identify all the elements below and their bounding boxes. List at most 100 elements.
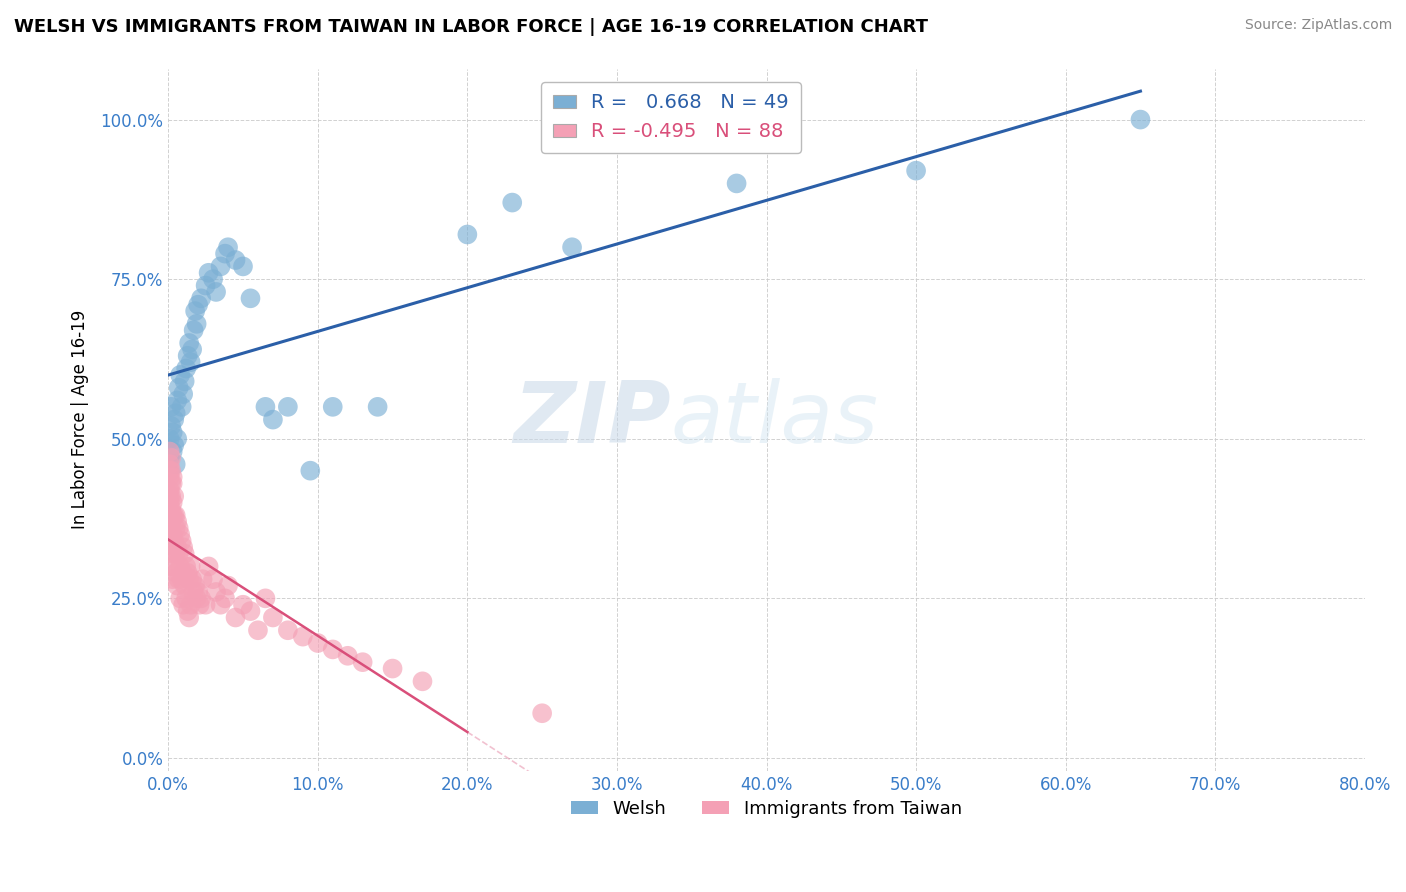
Point <box>307 636 329 650</box>
Point <box>163 438 186 452</box>
Point <box>322 400 344 414</box>
Point <box>167 547 190 561</box>
Point <box>169 591 191 606</box>
Point <box>194 598 217 612</box>
Legend: Welsh, Immigrants from Taiwan: Welsh, Immigrants from Taiwan <box>564 792 969 825</box>
Point <box>190 291 212 305</box>
Point <box>176 566 198 580</box>
Point <box>180 355 202 369</box>
Point <box>172 566 194 580</box>
Point <box>160 515 183 529</box>
Point <box>160 559 183 574</box>
Point <box>225 253 247 268</box>
Point <box>163 489 186 503</box>
Point <box>159 489 181 503</box>
Point <box>173 547 195 561</box>
Point <box>184 304 207 318</box>
Point <box>165 458 187 472</box>
Point <box>187 585 209 599</box>
Point <box>239 291 262 305</box>
Point <box>170 572 193 586</box>
Point <box>159 444 181 458</box>
Point <box>163 559 186 574</box>
Point <box>159 521 181 535</box>
Point <box>162 508 184 523</box>
Point <box>905 163 928 178</box>
Point <box>277 624 299 638</box>
Point <box>163 533 186 548</box>
Point <box>173 374 195 388</box>
Point <box>181 572 204 586</box>
Point <box>176 604 198 618</box>
Point <box>166 541 188 555</box>
Point <box>162 495 184 509</box>
Text: atlas: atlas <box>671 378 879 461</box>
Point <box>217 240 239 254</box>
Point <box>159 495 181 509</box>
Point <box>183 323 205 337</box>
Point <box>169 527 191 541</box>
Point <box>186 317 208 331</box>
Point <box>501 195 523 210</box>
Point <box>187 298 209 312</box>
Y-axis label: In Labor Force | Age 16-19: In Labor Force | Age 16-19 <box>72 310 89 529</box>
Point <box>291 630 314 644</box>
Point <box>336 648 359 663</box>
Point <box>202 572 225 586</box>
Point <box>179 336 201 351</box>
Point <box>232 260 254 274</box>
Point <box>159 458 181 472</box>
Point <box>160 419 183 434</box>
Point <box>411 674 433 689</box>
Point <box>352 655 374 669</box>
Point <box>165 566 187 580</box>
Point <box>174 361 197 376</box>
Point <box>162 444 184 458</box>
Point <box>159 483 181 497</box>
Point <box>174 559 197 574</box>
Point <box>165 521 187 535</box>
Point <box>170 400 193 414</box>
Point <box>162 476 184 491</box>
Point <box>239 604 262 618</box>
Point <box>160 464 183 478</box>
Point <box>162 527 184 541</box>
Point <box>381 662 404 676</box>
Point <box>190 591 212 606</box>
Point <box>188 598 211 612</box>
Point <box>322 642 344 657</box>
Point <box>225 610 247 624</box>
Point <box>163 508 186 523</box>
Point <box>162 547 184 561</box>
Point <box>169 559 191 574</box>
Point <box>180 559 202 574</box>
Point <box>205 585 228 599</box>
Point <box>277 400 299 414</box>
Point <box>456 227 478 242</box>
Point <box>160 527 183 541</box>
Point <box>165 547 187 561</box>
Point <box>197 559 219 574</box>
Point <box>160 450 183 465</box>
Point <box>186 591 208 606</box>
Point <box>165 508 187 523</box>
Point <box>170 533 193 548</box>
Point <box>176 349 198 363</box>
Point <box>561 240 583 254</box>
Point <box>167 572 190 586</box>
Point <box>160 476 183 491</box>
Point <box>167 521 190 535</box>
Point <box>160 541 183 555</box>
Point <box>209 598 232 612</box>
Point <box>160 400 183 414</box>
Point <box>209 260 232 274</box>
Text: WELSH VS IMMIGRANTS FROM TAIWAN IN LABOR FORCE | AGE 16-19 CORRELATION CHART: WELSH VS IMMIGRANTS FROM TAIWAN IN LABOR… <box>14 18 928 36</box>
Point <box>166 578 188 592</box>
Point <box>167 381 190 395</box>
Point <box>180 598 202 612</box>
Point <box>179 610 201 624</box>
Point <box>262 412 284 426</box>
Point <box>367 400 389 414</box>
Point <box>232 598 254 612</box>
Point <box>174 591 197 606</box>
